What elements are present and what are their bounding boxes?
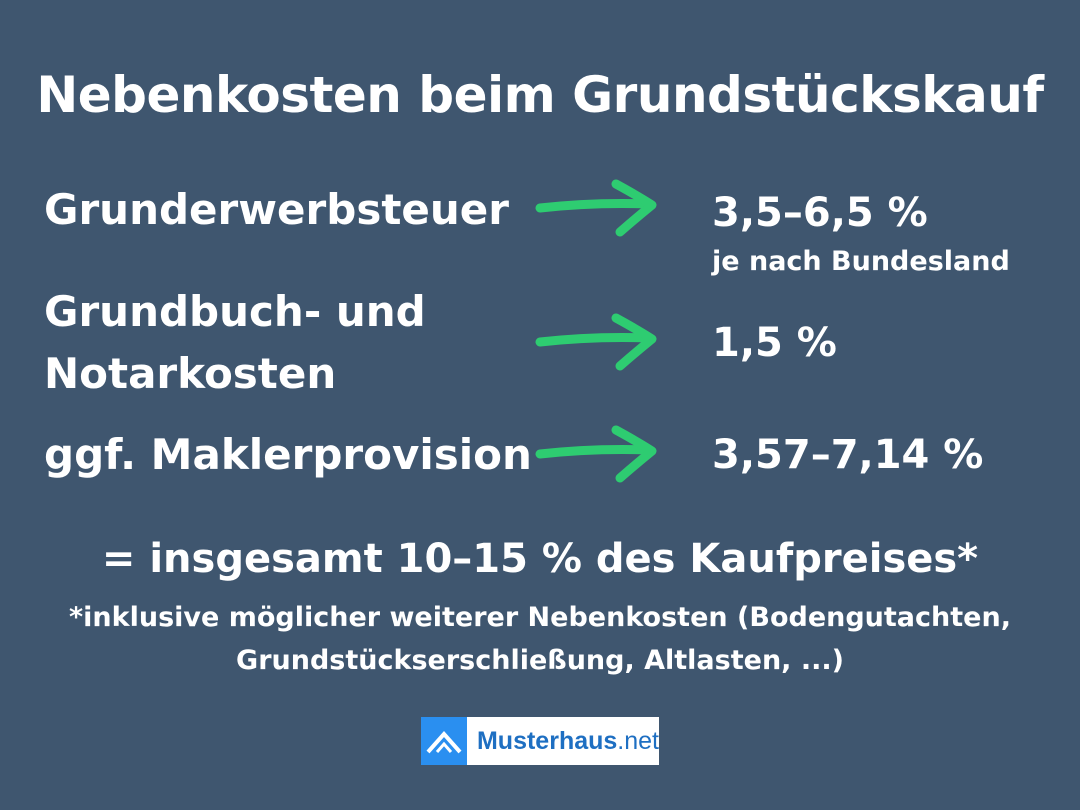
row-value-grundbuch: 1,5 % — [712, 320, 837, 366]
logo-wordmark: Musterhaus .net — [467, 717, 659, 765]
logo-brand: Musterhaus — [476, 726, 618, 755]
arrow-right-icon — [535, 313, 657, 371]
row-label-maklerprovision: ggf. Maklerprovision — [44, 430, 532, 479]
house-roof-icon — [421, 717, 467, 765]
row-label-grunderwerbsteuer: Grunderwerbsteuer — [44, 185, 509, 234]
musterhaus-logo: Musterhaus .net — [421, 717, 659, 765]
row-label-grundbuch-line1: Grundbuch- und — [44, 287, 426, 336]
row-value-maklerprovision: 3,57–7,14 % — [712, 432, 984, 478]
arrow-right-icon — [535, 179, 657, 237]
row-note-bundesland: je nach Bundesland — [712, 246, 1010, 277]
footnote-line1: *inklusive möglicher weiterer Nebenkoste… — [69, 602, 1011, 633]
logo-tld: .net — [617, 726, 659, 755]
total-summary: = insgesamt 10–15 % des Kaufpreises* — [101, 536, 979, 582]
footnote-line2: Grundstückserschließung, Altlasten, ...) — [236, 645, 844, 676]
arrow-right-icon — [535, 425, 657, 483]
row-label-grundbuch-line2: Notarkosten — [44, 349, 337, 398]
row-value-grunderwerbsteuer: 3,5–6,5 % — [712, 190, 928, 236]
footnote: *inklusive möglicher weiterer Nebenkoste… — [0, 596, 1080, 682]
page-title: Nebenkosten beim Grundstückskauf — [36, 66, 1044, 124]
